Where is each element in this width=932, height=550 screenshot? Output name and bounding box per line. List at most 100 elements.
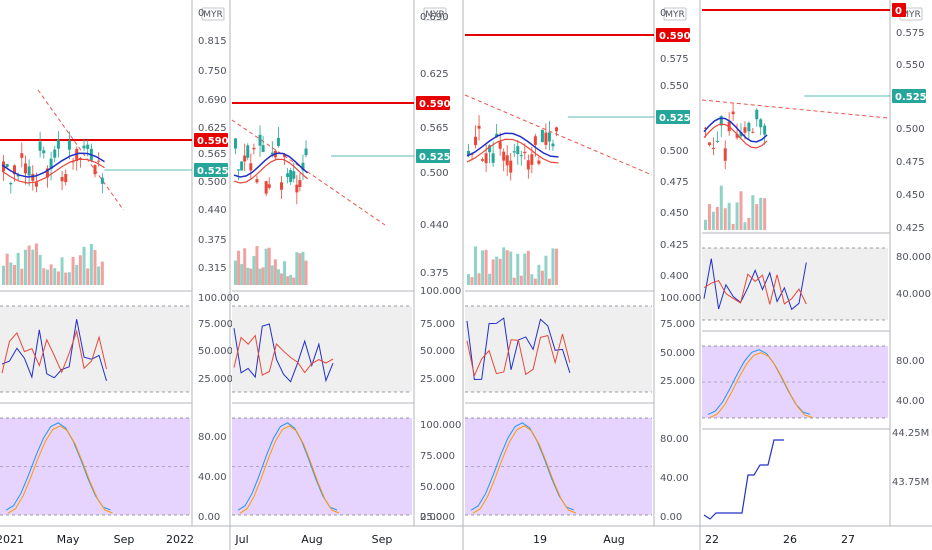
volume-bars bbox=[2, 243, 104, 285]
candle-body bbox=[551, 143, 555, 147]
price-tick-label: 0.375 bbox=[198, 235, 227, 246]
badge-text: 0 bbox=[895, 6, 902, 17]
time-tick-label: 2022 bbox=[166, 533, 194, 546]
volume-bar bbox=[53, 268, 57, 285]
candle-body bbox=[533, 136, 537, 145]
candle-body bbox=[49, 158, 53, 170]
time-tick-label: 22 bbox=[705, 533, 719, 546]
time-tick-label: Jul bbox=[234, 533, 248, 546]
volume-bar bbox=[283, 261, 287, 285]
stoch-k-line bbox=[237, 422, 338, 511]
osc2-tick-label: 80.00 bbox=[198, 432, 227, 443]
osc1-tick-label: 50.000 bbox=[198, 346, 233, 357]
trendline bbox=[37, 89, 124, 211]
candle-body bbox=[78, 158, 82, 160]
volume-bars bbox=[704, 185, 767, 230]
osc2-tick-label: 75.000 bbox=[420, 451, 455, 462]
stoch-k-line bbox=[5, 422, 111, 511]
volume-bar bbox=[484, 249, 488, 285]
osc1-tick-label: 75.000 bbox=[420, 319, 455, 330]
time-tick-label: 26 bbox=[783, 533, 797, 546]
osc1-tick-label: 100.000 bbox=[660, 293, 701, 304]
volume-bar bbox=[474, 246, 478, 285]
candle-body bbox=[237, 169, 241, 171]
candle-body bbox=[298, 180, 302, 187]
osc1-tick-label: 25.000 bbox=[420, 374, 455, 385]
candle-body bbox=[42, 150, 46, 154]
volume-bar bbox=[240, 264, 244, 285]
volume-bar bbox=[292, 277, 296, 285]
currency-label: MYR bbox=[665, 10, 685, 20]
moving-average-red bbox=[703, 123, 768, 149]
volume-bar bbox=[49, 264, 53, 285]
candle-body bbox=[711, 147, 715, 149]
candle-body bbox=[31, 173, 35, 181]
volume-bar bbox=[739, 191, 743, 230]
volume-bar bbox=[89, 243, 93, 285]
candle-body bbox=[38, 141, 42, 151]
volume-bar bbox=[286, 276, 290, 285]
price-tick-label: 0.500 bbox=[896, 124, 925, 135]
volume-bar bbox=[551, 248, 555, 285]
candle-body bbox=[93, 165, 97, 175]
candle-body bbox=[735, 133, 739, 138]
volume-bar bbox=[488, 273, 492, 285]
candle-body bbox=[255, 179, 259, 183]
volume-bar bbox=[519, 275, 523, 285]
volume-bar bbox=[258, 268, 262, 285]
volume-bar bbox=[540, 270, 544, 285]
volume-bar bbox=[526, 250, 530, 285]
price-tick-label: 0.575 bbox=[896, 28, 925, 39]
volume-bar bbox=[301, 251, 305, 285]
badge-text: 0.525 bbox=[659, 113, 691, 124]
oscillator-line-red bbox=[466, 333, 571, 378]
price-tick-label: 0 bbox=[198, 8, 204, 19]
price-tick-label: 0.565 bbox=[198, 149, 227, 160]
volume-bar bbox=[481, 250, 485, 285]
candle-body bbox=[498, 141, 502, 149]
price-tick-label: 0.550 bbox=[660, 81, 689, 92]
volume-bar bbox=[276, 269, 280, 285]
volume-bar bbox=[234, 260, 237, 285]
resistance-price-badge bbox=[416, 96, 450, 110]
stoch-d-line bbox=[472, 425, 577, 514]
price-tick-label: 0.565 bbox=[420, 123, 449, 134]
candle-body bbox=[27, 166, 31, 176]
candle-body bbox=[763, 125, 767, 135]
candle-body bbox=[97, 160, 101, 162]
price-tick-label: 0.690 bbox=[420, 12, 449, 23]
volume-tick-label: 44.25M bbox=[892, 428, 929, 439]
candle-body bbox=[502, 151, 506, 161]
volume-bar bbox=[264, 248, 268, 285]
candle-body bbox=[12, 165, 16, 175]
volume-bar bbox=[237, 250, 241, 285]
badge-text: 0.590 bbox=[197, 136, 229, 147]
volume-bar bbox=[273, 259, 277, 285]
price-tick-label: 0.450 bbox=[660, 208, 689, 219]
volume-bar bbox=[64, 272, 68, 285]
volume-bar bbox=[12, 264, 16, 285]
volume-bar bbox=[498, 258, 502, 285]
volume-bar bbox=[554, 248, 558, 285]
volume-bar bbox=[252, 256, 256, 285]
oscillator-line-blue bbox=[233, 323, 334, 383]
candle-body bbox=[75, 148, 79, 161]
osc1-tick-label: 75.000 bbox=[660, 319, 695, 330]
osc2-tick-label: 40.00 bbox=[896, 396, 925, 407]
last-price-badge bbox=[656, 110, 690, 124]
volume-bar bbox=[246, 267, 250, 285]
volume-bar bbox=[270, 265, 274, 285]
candle-body bbox=[537, 160, 541, 164]
osc1-tick-label: 40.000 bbox=[896, 289, 931, 300]
candle-body bbox=[704, 127, 707, 129]
moving-average-blue bbox=[1, 152, 105, 178]
candle-body bbox=[509, 160, 513, 173]
candle-body bbox=[16, 175, 20, 177]
candle-body bbox=[56, 139, 60, 149]
volume-bar bbox=[20, 268, 24, 285]
osc2-tick-label: 40.00 bbox=[198, 472, 227, 483]
price-tick-label: 0.500 bbox=[420, 168, 449, 179]
volume-bar bbox=[719, 185, 723, 230]
volume-bar bbox=[34, 243, 38, 285]
